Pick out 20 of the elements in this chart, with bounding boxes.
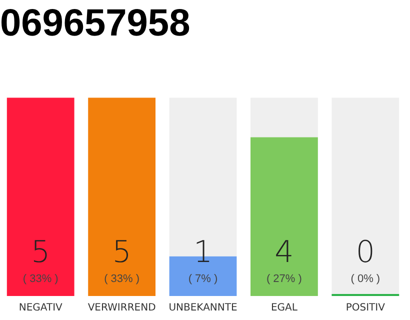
data-label: 0	[356, 235, 375, 270]
bar	[250, 137, 318, 296]
bar	[6, 98, 74, 296]
annotation: ( 27% )	[266, 273, 302, 285]
annotation: ( 0% )	[350, 273, 380, 285]
data-label: 5	[31, 235, 50, 270]
x-tick-label: NEGATIV	[18, 302, 63, 314]
bar	[332, 98, 400, 296]
annotation: ( 33% )	[104, 273, 140, 285]
data-label: 5	[112, 235, 132, 270]
bar	[250, 98, 318, 138]
x-tick-label: EGAL	[270, 302, 298, 314]
annotation: ( 33% )	[22, 273, 58, 285]
x-tick-label: VERWIRREND	[88, 302, 156, 314]
annotation: ( 7% )	[188, 273, 218, 285]
x-tick-label: UNBEKANNTE	[168, 302, 238, 314]
chart-title: 069657958	[0, 2, 190, 44]
data-label: 4	[274, 235, 294, 270]
bar	[88, 98, 156, 296]
x-tick-label: POSITIV	[346, 302, 386, 314]
